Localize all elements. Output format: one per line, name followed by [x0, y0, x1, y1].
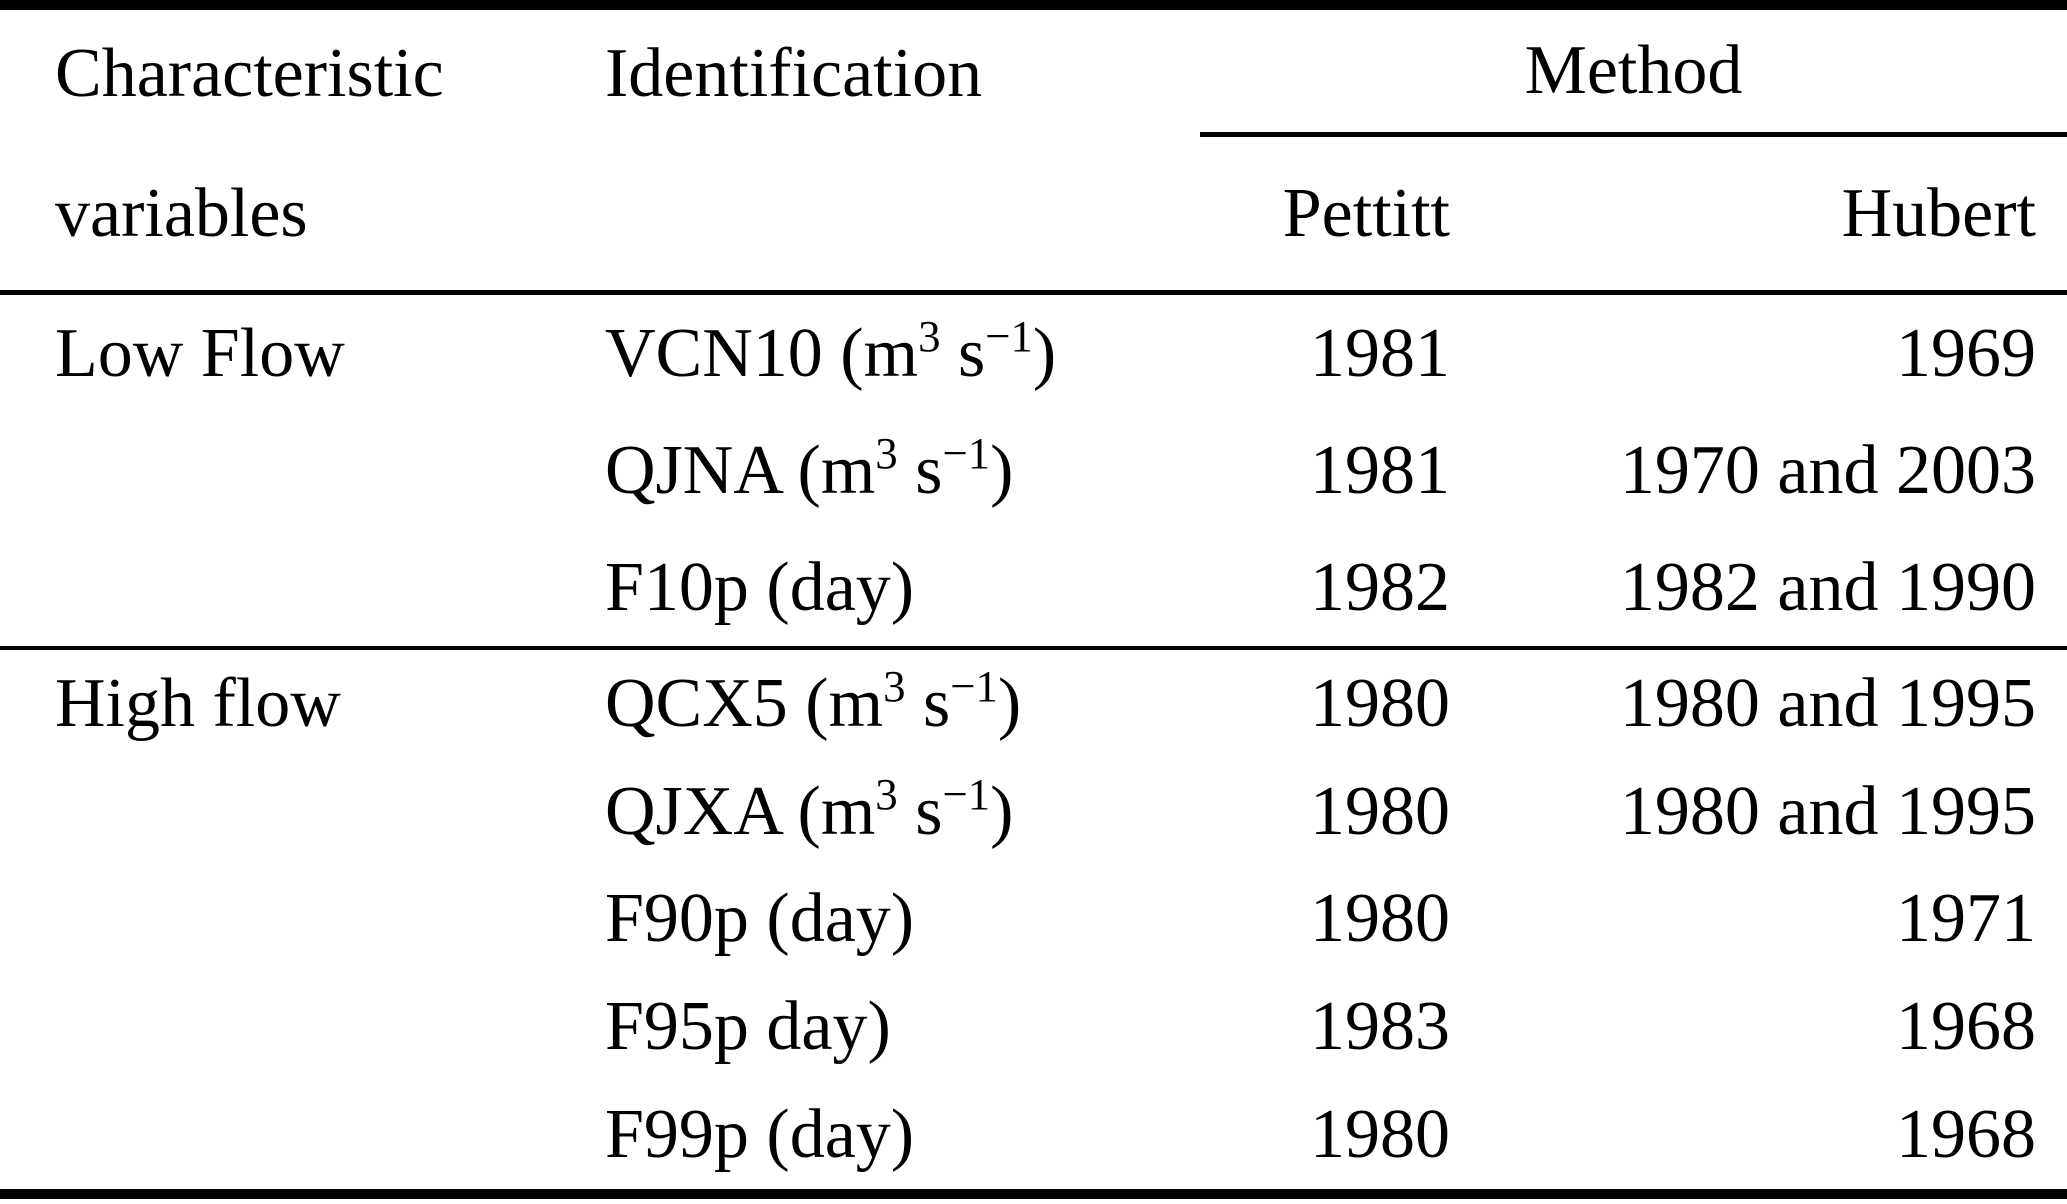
pettitt-year-cell: 1981	[1310, 314, 1450, 392]
superscript: 3	[918, 310, 941, 361]
section-label: High flow	[55, 664, 341, 742]
hubert-year-cell: 1968	[1896, 1096, 2036, 1174]
pettitt-year-cell: 1980	[1310, 664, 1450, 742]
table-header-row-2: variables Pettitt Hubert	[0, 137, 2067, 290]
identification-cell: F90p (day)	[605, 880, 915, 958]
hubert-year-cell: 1982 and 1990	[1619, 548, 2036, 626]
pettitt-year-cell: 1980	[1310, 1096, 1450, 1174]
pettitt-year-cell: 1980	[1310, 880, 1450, 958]
table-header-row-1: Characteristic Identification Method	[0, 10, 2067, 137]
identification-cell: F10p (day)	[605, 548, 915, 626]
hubert-year-cell: 1970 and 2003	[1619, 431, 2036, 509]
pettitt-year-cell: 1983	[1310, 988, 1450, 1066]
hubert-year-cell: 1980 and 1995	[1619, 772, 2036, 850]
pettitt-year-cell: 1982	[1310, 548, 1450, 626]
section-low-flow: Low Flow VCN10 (m3 s−1) 1981 1969 QJNA (m3 s…	[0, 295, 2067, 646]
header-method-label: Method	[1524, 32, 1743, 109]
identification-cell: QCX5 (m3 s−1)	[605, 660, 1022, 742]
identification-cell: F99p (day)	[605, 1096, 915, 1174]
section-label: Low Flow	[55, 314, 345, 392]
section-separator-rule	[0, 646, 2067, 650]
section-high-flow: High flow QCX5 (m3 s−1) 1980 1980 and 1995 Q…	[0, 650, 2067, 1189]
table-row: Low Flow VCN10 (m3 s−1) 1981 1969	[0, 295, 2067, 412]
table-row: F10p (day) 1982 1982 and 1990	[0, 529, 2067, 646]
header-variables: variables	[55, 174, 308, 252]
header-pettitt: Pettitt	[1282, 174, 1450, 252]
header-separator-rule	[0, 290, 2067, 295]
identification-cell: VCN10 (m3 s−1)	[605, 310, 1057, 392]
pettitt-year-cell: 1980	[1310, 772, 1450, 850]
hubert-year-cell: 1980 and 1995	[1619, 664, 2036, 742]
hubert-year-cell: 1971	[1896, 880, 2036, 958]
pettitt-year-cell: 1981	[1310, 431, 1450, 509]
superscript: −1	[942, 768, 991, 819]
table-row: F95p day) 1983 1968	[0, 973, 2067, 1081]
table-row: F90p (day) 1980 1971	[0, 866, 2067, 974]
table-row: F99p (day) 1980 1968	[0, 1081, 2067, 1189]
table-row: High flow QCX5 (m3 s−1) 1980 1980 and 1995	[0, 650, 2067, 758]
superscript: −1	[942, 427, 991, 478]
superscript: 3	[883, 660, 906, 711]
table-bottom-rule	[0, 1189, 2067, 1199]
table-row: QJNA (m3 s−1) 1981 1970 and 2003	[0, 412, 2067, 529]
superscript: 3	[875, 427, 898, 478]
header-characteristic: Characteristic	[55, 34, 444, 112]
table-row: QJXA (m3 s−1) 1980 1980 and 1995	[0, 758, 2067, 866]
identification-cell: QJNA (m3 s−1)	[605, 427, 1014, 509]
superscript: 3	[875, 768, 898, 819]
table-top-rule	[0, 0, 2067, 10]
header-method-group: Method	[1200, 10, 2067, 137]
header-identification: Identification	[605, 34, 983, 112]
identification-cell: F95p day)	[605, 988, 891, 1066]
header-hubert: Hubert	[1841, 174, 2036, 252]
superscript: −1	[950, 660, 998, 711]
hubert-year-cell: 1968	[1896, 988, 2036, 1066]
hubert-year-cell: 1969	[1896, 314, 2036, 392]
identification-cell: QJXA (m3 s−1)	[605, 768, 1014, 850]
superscript: −1	[985, 310, 1033, 361]
